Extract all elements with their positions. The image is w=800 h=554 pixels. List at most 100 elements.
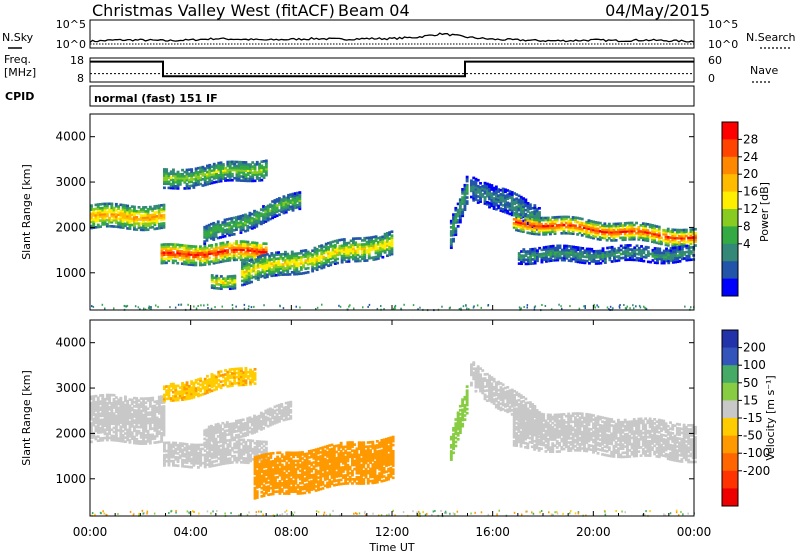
velocity-cell	[103, 404, 107, 407]
power-cell	[112, 212, 116, 216]
velocity-cell	[137, 425, 141, 429]
power-cell	[169, 186, 173, 190]
velocity-cell	[133, 415, 136, 418]
power-cell	[206, 172, 209, 176]
power-cell	[528, 203, 532, 207]
power-cell	[233, 176, 237, 180]
velocity-cell	[217, 449, 221, 452]
velocity-cell	[226, 451, 230, 455]
velocity-cell	[183, 383, 187, 387]
power-cell	[526, 225, 530, 228]
power-cell	[246, 171, 250, 175]
power-cell	[519, 204, 523, 207]
power-cell	[121, 218, 125, 221]
power-cell	[517, 258, 521, 261]
power-cell	[264, 161, 268, 165]
velocity-cell	[167, 393, 171, 396]
power-cell	[187, 263, 191, 266]
power-y-tick-label: 2000	[55, 220, 86, 234]
velocity-cell	[233, 367, 237, 371]
power-cell	[192, 178, 196, 181]
velocity-cell	[153, 410, 157, 414]
velocity-cell	[253, 374, 257, 377]
velocity-cell	[194, 455, 198, 459]
velocity-cell	[146, 433, 150, 437]
power-cell	[630, 221, 634, 225]
power-cell	[499, 197, 503, 200]
power-cell	[490, 188, 494, 191]
velocity-cell	[197, 382, 200, 386]
power-cell	[286, 252, 290, 256]
power-cell	[649, 252, 653, 256]
velocity-cell	[221, 456, 225, 459]
power-cell	[302, 263, 306, 267]
power-cell	[253, 253, 257, 257]
velocity-cell	[112, 422, 116, 426]
velocity-cell	[162, 417, 166, 421]
power-cell	[219, 167, 223, 171]
power-cell	[555, 224, 559, 227]
power-cell	[228, 170, 232, 174]
power-cell	[183, 260, 186, 264]
power-cell	[551, 251, 555, 254]
power-cell	[311, 253, 315, 257]
power-cell	[517, 221, 521, 224]
power-cell	[205, 254, 209, 258]
power-cell	[639, 224, 643, 227]
velocity-cell	[119, 435, 123, 439]
power-cell	[479, 192, 482, 195]
power-cell	[320, 262, 324, 266]
power-cell	[137, 210, 141, 213]
power-cell	[671, 230, 675, 234]
power-cell	[160, 204, 164, 207]
power-cell	[183, 262, 186, 266]
power-cell	[512, 222, 516, 225]
power-cell	[302, 261, 306, 265]
power-cell	[288, 267, 292, 270]
power-cell	[499, 207, 503, 210]
power-cell	[551, 228, 555, 232]
power-cell	[576, 258, 580, 262]
power-cell	[273, 213, 277, 217]
power-cell	[304, 251, 308, 254]
power-cell	[551, 255, 555, 258]
power-cell	[687, 246, 691, 250]
power-cell	[183, 176, 187, 180]
power-cell	[160, 210, 164, 213]
power-cell	[261, 262, 265, 266]
power-cell	[208, 256, 211, 260]
power-cell	[233, 162, 237, 166]
power-cell	[219, 165, 223, 169]
power-cell	[394, 306, 396, 309]
power-cell	[280, 198, 284, 201]
power-cell	[342, 240, 346, 243]
power-cell	[338, 251, 342, 254]
power-cell	[133, 224, 136, 227]
power-cell	[669, 259, 673, 262]
power-cell	[245, 270, 249, 273]
power-cell	[257, 217, 261, 221]
power-cell	[244, 250, 248, 254]
power-cell	[472, 186, 476, 190]
power-cell	[667, 253, 671, 257]
power-cell	[472, 199, 476, 202]
power-cell	[356, 245, 360, 249]
power-cell	[680, 253, 684, 257]
power-cell	[176, 170, 180, 174]
power-cell	[160, 208, 164, 211]
velocity-cell	[203, 392, 207, 395]
velocity-cell	[105, 424, 109, 428]
power-cell	[183, 250, 186, 254]
velocity-cell	[183, 387, 187, 391]
velocity-cell	[210, 381, 214, 384]
power-cell	[237, 164, 241, 168]
power-cell	[302, 253, 306, 257]
power-cell	[230, 178, 234, 182]
power-cell	[522, 256, 526, 260]
power-cell	[515, 224, 518, 228]
power-cell	[488, 191, 491, 195]
power-cell	[266, 216, 270, 220]
velocity-cell	[117, 402, 121, 406]
velocity-cell	[260, 440, 264, 444]
power-cell	[499, 188, 503, 192]
